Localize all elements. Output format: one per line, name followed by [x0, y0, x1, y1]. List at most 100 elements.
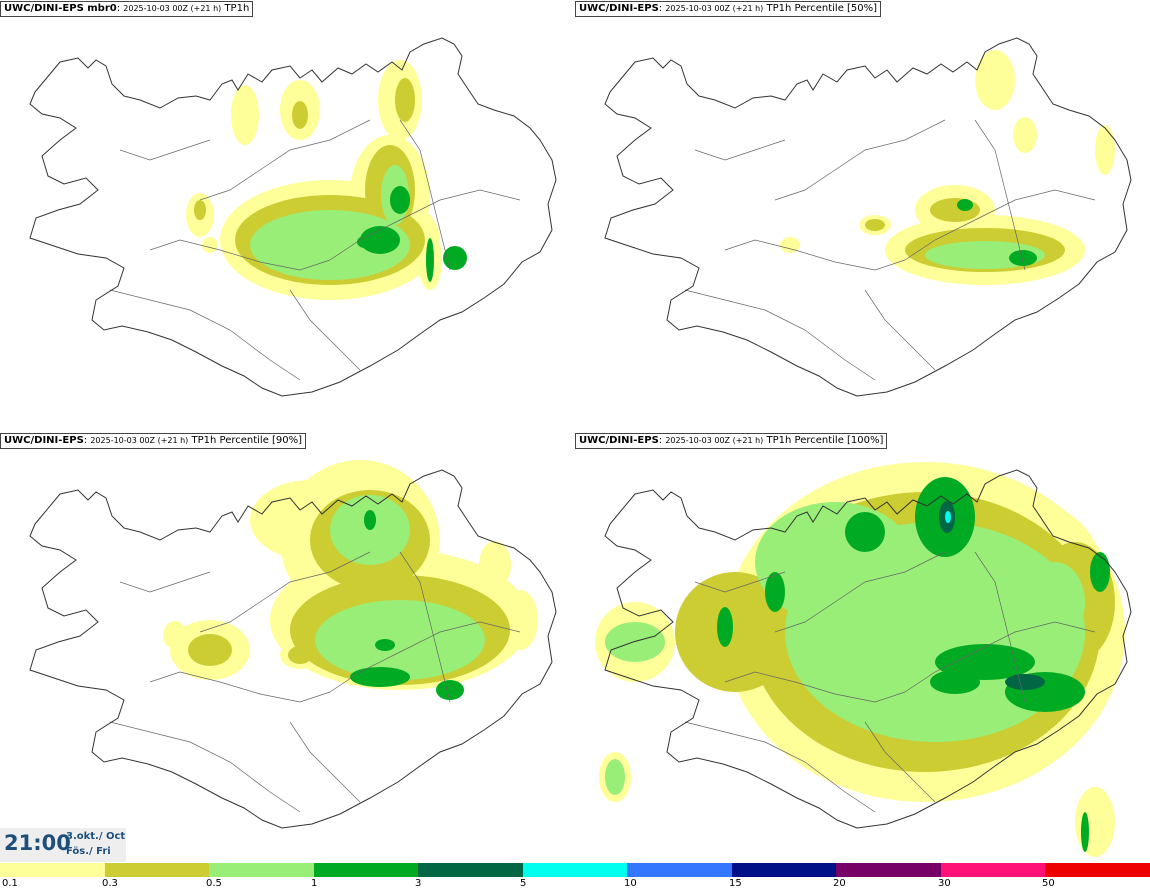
- precip-contour: [1005, 674, 1045, 690]
- precip-contour: [502, 590, 538, 650]
- road-line: [399, 551, 451, 703]
- precip-contour: [1095, 125, 1115, 175]
- precip-contour: [364, 510, 376, 530]
- road-line: [289, 289, 361, 371]
- precip-contour: [202, 237, 218, 253]
- valid-time-box: 21:00 3.okt./ Oct Fös./ Fri: [0, 828, 126, 862]
- panel-model: UWC/DINI-EPS: [579, 435, 659, 446]
- legend-swatch: [209, 863, 314, 877]
- legend-tick-label: 20: [833, 878, 846, 889]
- precip-contour: [231, 85, 259, 145]
- road-line: [974, 551, 1026, 703]
- road-line: [149, 239, 331, 271]
- road-line: [399, 119, 451, 271]
- road-line: [724, 239, 906, 271]
- precip-contour: [357, 236, 373, 248]
- road-line: [684, 721, 876, 813]
- precip-contour: [436, 680, 464, 700]
- precip-contour: [315, 600, 485, 680]
- road-line: [904, 189, 1096, 261]
- coastline: [29, 469, 557, 829]
- legend-color-bar: [0, 863, 1150, 877]
- precip-contour: [1009, 250, 1037, 266]
- precip-contour: [957, 199, 973, 211]
- legend-swatch: [627, 863, 732, 877]
- precip-legend: 0.1 0.3 0.5 1 3 5 10 15 20 30 50: [0, 863, 1150, 891]
- road-line: [684, 289, 876, 381]
- precip-contour: [1075, 787, 1115, 857]
- precip-contour: [765, 572, 785, 612]
- legend-tick-label: 3: [415, 878, 422, 889]
- legend-swatch: [836, 863, 941, 877]
- road-line: [329, 621, 521, 693]
- precip-contour: [350, 667, 410, 687]
- precip-contour: [717, 607, 733, 647]
- coastline: [29, 37, 557, 397]
- legend-tick-label: 10: [624, 878, 637, 889]
- precip-contour: [479, 541, 511, 589]
- legend-tick-label: 30: [938, 878, 951, 889]
- road-line: [119, 139, 211, 161]
- precip-contour: [605, 759, 625, 795]
- precip-contour: [930, 198, 980, 222]
- map-panel-p90: UWC/DINI-EPS: 2025-10-03 00Z (+21 h) TP1…: [0, 432, 575, 862]
- precip-contour: [945, 511, 951, 523]
- road-line: [109, 289, 301, 381]
- legend-swatch: [940, 863, 1046, 877]
- panel-run: 2025-10-03 00Z (+21 h): [123, 4, 222, 13]
- coastline: [604, 37, 1132, 397]
- panel-run: 2025-10-03 00Z (+21 h): [665, 436, 764, 445]
- panel-run: 2025-10-03 00Z (+21 h): [665, 4, 764, 13]
- road-line: [199, 551, 371, 633]
- panel-product: TP1h: [224, 3, 250, 14]
- panel-title: UWC/DINI-EPS: 2025-10-03 00Z (+21 h) TP1…: [575, 433, 888, 449]
- legend-tick-label: 1: [311, 878, 318, 889]
- map-panel-p50: UWC/DINI-EPS: 2025-10-03 00Z (+21 h) TP1…: [575, 0, 1150, 430]
- panel-title: UWC/DINI-EPS: 2025-10-03 00Z (+21 h) TP1…: [0, 433, 307, 449]
- precip-contour: [188, 634, 232, 666]
- road-line: [864, 289, 936, 371]
- coastline: [604, 469, 1132, 829]
- panel-product: TP1h Percentile [90%]: [191, 435, 303, 446]
- legend-swatch: [0, 863, 105, 877]
- precip-contour: [930, 670, 980, 694]
- precip-contour: [292, 101, 308, 129]
- precip-contour: [395, 78, 415, 122]
- valid-hour: 21:00: [4, 831, 71, 855]
- legend-tick-label: 5: [520, 878, 527, 889]
- iceland-precip-map: [29, 37, 557, 397]
- map-panel-p100: UWC/DINI-EPS: 2025-10-03 00Z (+21 h) TP1…: [575, 432, 1150, 862]
- legend-swatch: [1045, 863, 1150, 877]
- precip-contour: [1081, 812, 1089, 852]
- panel-title: UWC/DINI-EPS: 2025-10-03 00Z (+21 h) TP1…: [575, 1, 882, 17]
- precip-contour: [865, 219, 885, 231]
- legend-tick-label: 0.1: [2, 878, 18, 889]
- panel-model: UWC/DINI-EPS: [579, 3, 659, 14]
- road-line: [694, 139, 786, 161]
- precip-contour: [1013, 117, 1037, 153]
- precip-contour: [288, 646, 312, 664]
- legend-swatch: [104, 863, 210, 877]
- road-line: [904, 621, 1096, 693]
- precip-contour: [1025, 562, 1085, 642]
- precip-contour: [443, 246, 467, 270]
- precip-contour: [675, 572, 795, 692]
- panel-product: TP1h Percentile [100%]: [766, 435, 884, 446]
- legend-swatch: [731, 863, 837, 877]
- road-line: [289, 721, 361, 803]
- precip-contour: [780, 237, 800, 253]
- road-line: [774, 551, 946, 633]
- legend-tick-label: 15: [729, 878, 742, 889]
- panel-model: UWC/DINI-EPS: [4, 435, 84, 446]
- valid-date: 3.okt./ Oct: [66, 831, 126, 842]
- road-line: [774, 119, 946, 201]
- road-line: [109, 721, 301, 813]
- map-panel-mbr0: UWC/DINI-EPS mbr0: 2025-10-03 00Z (+21 h…: [0, 0, 575, 430]
- precip-contour: [163, 621, 187, 649]
- precip-contour: [1090, 552, 1110, 592]
- precip-contour: [390, 186, 410, 214]
- precip-contour: [975, 50, 1015, 110]
- road-line: [199, 119, 371, 201]
- valid-weekday: Fös./ Fri: [66, 846, 111, 857]
- road-line: [974, 119, 1026, 271]
